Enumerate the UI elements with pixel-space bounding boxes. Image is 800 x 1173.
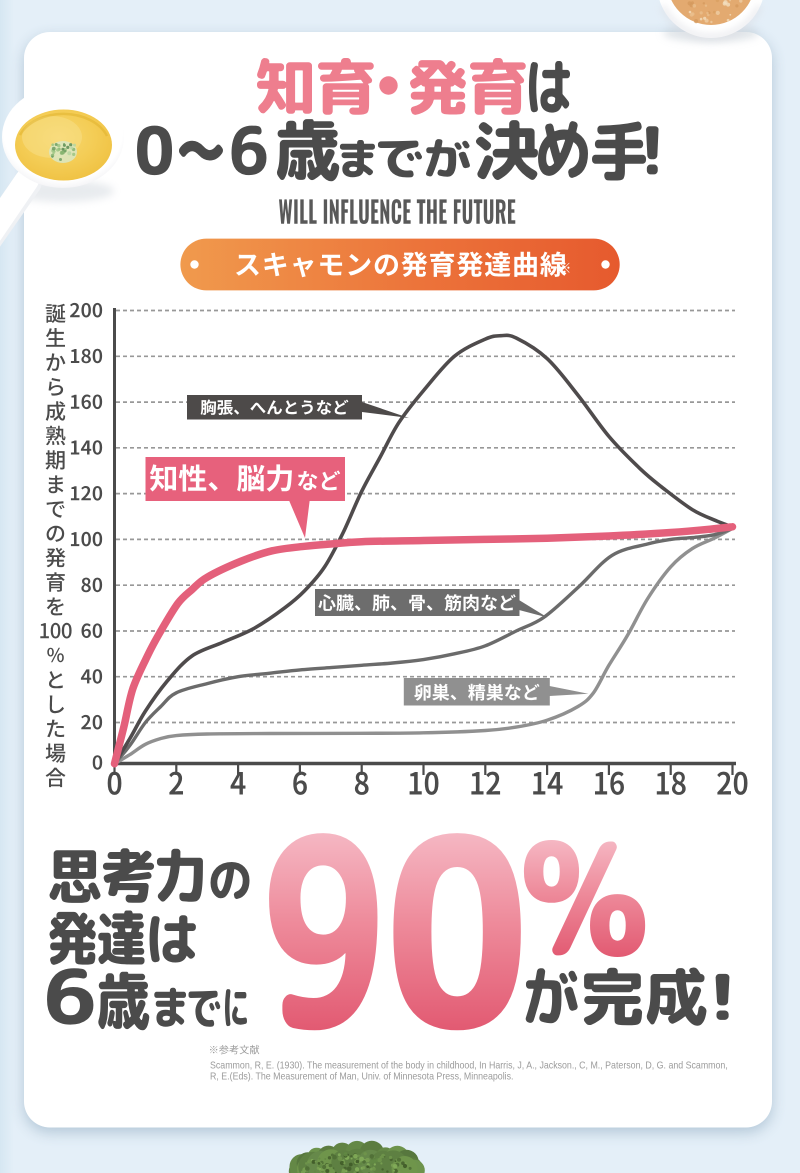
svg-text:Scammon, R, E. (1930). The mea: Scammon, R, E. (1930). The measurement o… — [210, 1061, 728, 1072]
svg-text:R, E.(Eds). The Measurement of: R, E.(Eds). The Measurement of Man, Univ… — [210, 1072, 514, 1083]
